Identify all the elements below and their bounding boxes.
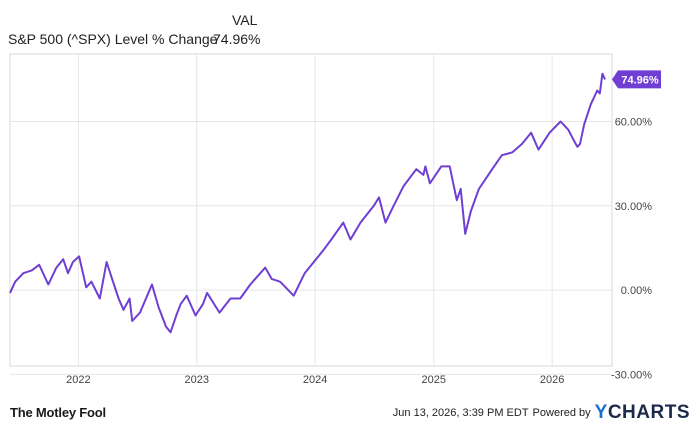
x-tick-label: 2025 [422, 374, 446, 386]
y-tick-label: 60.00% [615, 116, 653, 128]
y-tick-label: -30.00% [611, 369, 652, 381]
motley-fool-logo: The Motley Fool [10, 405, 106, 420]
x-tick-label: 2026 [540, 374, 564, 386]
x-tick-label: 2024 [303, 374, 327, 386]
y-tick-label: 0.00% [621, 285, 652, 297]
legend-series-label: S&P 500 (^SPX) Level % Change [8, 31, 218, 47]
x-tick-label: 2023 [185, 374, 209, 386]
footer-timestamp: Jun 13, 2026, 3:39 PM EDT [392, 407, 529, 419]
end-value-tag [612, 70, 661, 89]
footer-powered-by: Powered by [532, 407, 591, 419]
legend-column-header: VAL [232, 12, 258, 28]
ycharts-logo[interactable]: YCHARTS [594, 402, 690, 423]
footer-attribution: Jun 13, 2026, 3:39 PM EDT Powered by YCH… [393, 402, 690, 424]
plot-area [9, 53, 613, 367]
y-tick-label: 30.00% [615, 201, 653, 213]
end-value-label: 74.96% [621, 74, 659, 86]
series-line [9, 72, 606, 334]
x-tick-label: 2022 [66, 374, 90, 386]
legend-series-value: 74.96% [213, 31, 261, 47]
